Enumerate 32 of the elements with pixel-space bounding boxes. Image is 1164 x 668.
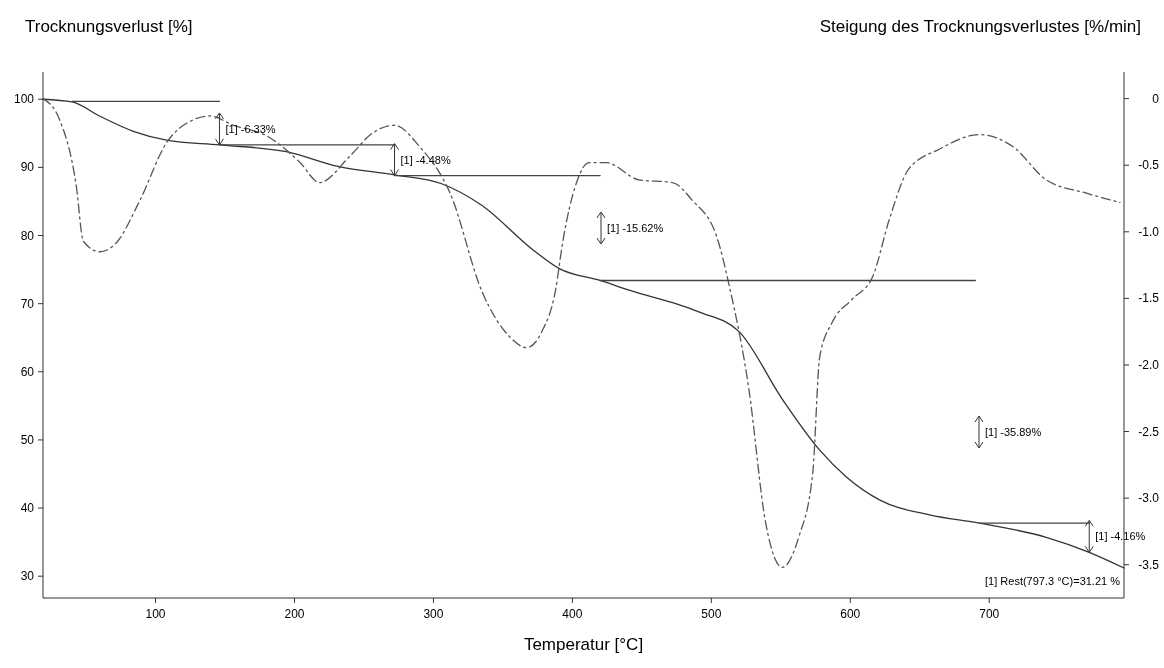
y-tick-label: 100 bbox=[13, 92, 35, 107]
x-tick-label: 600 bbox=[840, 607, 861, 621]
x-tick-label: 100 bbox=[145, 607, 166, 621]
x-tick-label: 200 bbox=[284, 607, 305, 621]
y2-tick-label: -1.0 bbox=[1138, 224, 1160, 239]
annotation: [1] -35.89% bbox=[985, 426, 1042, 438]
y2-axis-title: Steigung des Trocknungsverlustes [%/min] bbox=[819, 17, 1141, 36]
y2-tick-label: -3.0 bbox=[1138, 491, 1160, 506]
y-axis-title: Trocknungsverlust [%] bbox=[25, 17, 193, 36]
annotation: [1] -15.62% bbox=[607, 222, 664, 234]
y-tick-label: 90 bbox=[20, 160, 35, 175]
x-tick-label: 300 bbox=[423, 607, 444, 621]
y2-tick-label: -1.5 bbox=[1138, 291, 1160, 306]
y2-tick-label: -3.5 bbox=[1138, 557, 1160, 572]
y-tick-label: 40 bbox=[20, 501, 35, 516]
x-tick-label: 700 bbox=[979, 607, 1000, 621]
x-tick-label: 500 bbox=[701, 607, 722, 621]
y-tick-label: 60 bbox=[20, 364, 35, 379]
y-tick-label: 70 bbox=[20, 296, 35, 311]
y2-tick-label: -0.5 bbox=[1138, 158, 1160, 173]
x-axis-title: Temperatur [°C] bbox=[523, 635, 644, 654]
x-tick-label: 400 bbox=[562, 607, 583, 621]
annotation: [1] -4.16% bbox=[1095, 530, 1146, 543]
y2-tick-label: 0 bbox=[1152, 91, 1160, 106]
annotation: [1] -6.33% bbox=[225, 122, 276, 135]
y2-tick-label: -2.0 bbox=[1138, 357, 1160, 372]
annotation: [1] -4.48% bbox=[400, 153, 451, 166]
annotation: [1] Rest(797.3 °C)=31.21 % bbox=[985, 575, 1121, 587]
y-tick-label: 50 bbox=[20, 432, 35, 447]
y-tick-label: 30 bbox=[20, 569, 35, 584]
y-tick-label: 80 bbox=[20, 228, 35, 243]
y2-tick-label: -2.5 bbox=[1138, 424, 1160, 439]
